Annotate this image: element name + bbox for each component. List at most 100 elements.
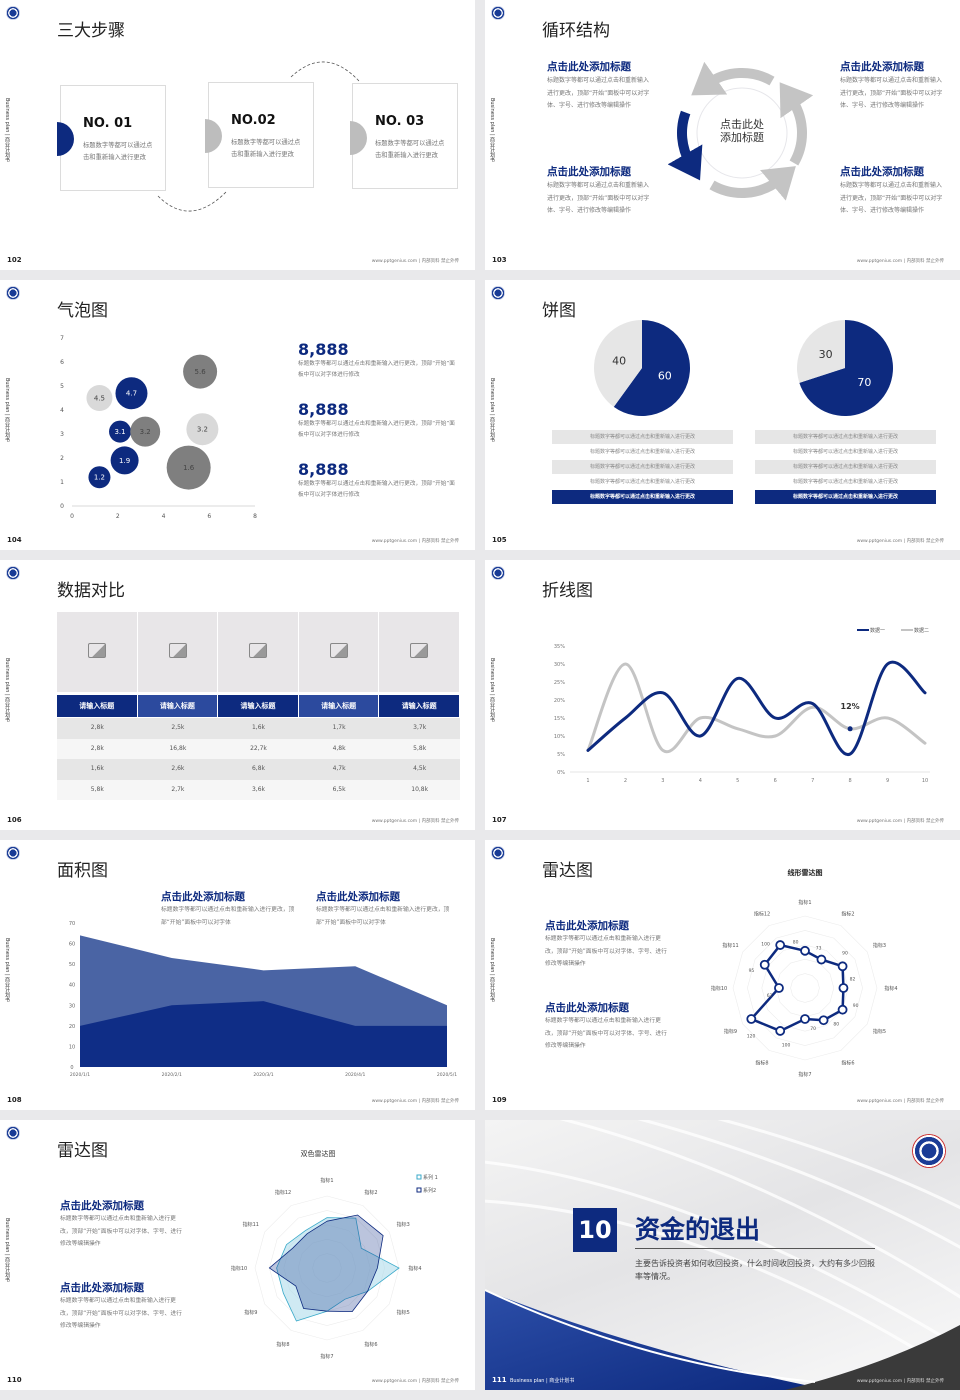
logo-icon (6, 846, 20, 860)
radar-axis-label: 指标9 (724, 1028, 737, 1035)
slide-109[interactable]: 雷达图 Business plan | 商业计划书 线形雷达图 指标1 指标2 指标3… (485, 840, 960, 1110)
item-heading: 点击此处添加标题 (547, 61, 631, 73)
slide-103[interactable]: 循环结构 Business plan | 商业计划书 点击此处 添加标题 点击此… (485, 0, 960, 270)
bubble-label: 1.2 (94, 474, 105, 482)
pie-text-row: 标题数字等都可以通过点击和重新输入进行更改 (755, 445, 936, 459)
y-tick-label: 0% (557, 770, 565, 776)
slide-108[interactable]: 面积图 Business plan | 商业计划书 0 10 20 30 40 50 60 7… (0, 840, 475, 1110)
cycle-center-circle (696, 87, 788, 179)
item-body: 标题数字等都可以通过点击和重新输入进行更改，顶部“开始”面板中可以对字体、字号、… (545, 1018, 667, 1049)
page-number: 103 (492, 256, 507, 264)
page-number: 104 (7, 536, 22, 544)
radar-item-1: 点击此处添加标题 标题数字等都可以通过点击和重新输入进行更改，顶部“开始”面板中可… (60, 1198, 182, 1251)
item-body: 标题数字等都可以通过点击和重新输入进行更改，顶部“开始”面板中可以对字体 (161, 907, 295, 926)
radar-grid-ring (790, 973, 820, 1003)
image-placeholder (218, 612, 298, 692)
logo-icon (6, 566, 20, 580)
radar-axis-label: 指标9 (244, 1309, 257, 1316)
cycle-item-2: 点击此处添加标题标题数字等都可以通过点击和重新输入进行更改，顶部“开始”面板中可… (547, 164, 653, 218)
slide-105[interactable]: 饼图 Business plan | 商业计划书 60 40 70 30 标题数字等都… (485, 280, 960, 550)
item-body: 标题数字等都可以通过点击和重新输入进行更改，顶部“开始”面板中可以对字体、字号、… (545, 936, 667, 967)
radar-axis-label: 指标6 (841, 1059, 854, 1066)
bubble (109, 420, 132, 443)
stat-2: 8,888 标题数字等都可以通过点击和重新输入进行更改，顶部“开始”面板中可以对字… (298, 400, 458, 441)
sidebar-text: Business plan | 商业计划书 (4, 378, 10, 443)
item-heading: 点击此处添加标题 (840, 61, 924, 73)
slide-107[interactable]: 折线图 Business plan | 商业计划书 0% 5% 10% 15% 20% 2… (485, 560, 960, 830)
table-row (57, 759, 460, 780)
slide-title: 气泡图 (57, 301, 108, 321)
line-chart: 0% 5% 10% 15% 20% 25% 30% 35% 1 2 3 4 5 6 7 8 9 10 12% 数据一 数… (554, 627, 930, 784)
table-cell: 5,8k (413, 744, 427, 752)
logo-icon (491, 846, 505, 860)
bubble (88, 466, 111, 489)
table-cell: 10,8k (411, 785, 429, 793)
cycle-arrow-1 (691, 61, 775, 96)
bubble-label: 4.5 (94, 395, 105, 403)
table-header-cell: 请输入标题 (298, 695, 379, 717)
pie-text-row: 标题数字等都可以通过点击和重新输入进行更改 (755, 430, 936, 444)
legend-label: 系列 1 (423, 1174, 438, 1181)
step-number: NO. 01 (83, 116, 133, 131)
radar-point (759, 959, 770, 970)
radar-axis-label: 指标11 (243, 1221, 259, 1228)
y-tick-label: 40 (69, 983, 75, 989)
y-tick-label: 0 (70, 1065, 73, 1071)
slide-104[interactable]: 气泡图 Business plan | 商业计划书 0 2 4 6 8 0 1 2 3 4 5 6 7 4… (0, 280, 475, 550)
step-card-1[interactable]: NO. 01 标题数字等都可以通过点击和重新输入进行更改 (60, 85, 166, 191)
item-heading: 点击此处添加标题 (60, 1282, 144, 1294)
image-icon (329, 643, 348, 658)
x-tick-label: 8 (253, 513, 257, 520)
x-tick-label: 4 (699, 778, 702, 784)
step-marker (350, 121, 367, 155)
item-body: 标题数字等都可以通过点击和重新输入进行更改，顶部“开始”面板中可以对字体、字号、… (60, 1298, 182, 1329)
table-row (57, 779, 460, 800)
cycle-arrow-4 (779, 82, 814, 166)
page-number: 109 (492, 1096, 507, 1104)
pie-text-row: 标题数字等都可以通过点击和重新输入进行更改 (755, 475, 936, 489)
x-tick-label: 6 (774, 778, 777, 784)
page-number: 106 (7, 816, 22, 824)
area-item-2: 点击此处添加标题 标题数字等都可以通过点击和重新输入进行更改，顶部“开始”面板中可… (316, 889, 451, 929)
table-header-cell: 请输入标题 (218, 695, 298, 717)
step-card-2[interactable]: NO.02 标题数字等都可以通过点击和重新输入进行更改 (208, 82, 314, 188)
slide-106[interactable]: 数据对比 Business plan | 商业计划书 请输入标题 请输入标题 请输入… (0, 560, 475, 830)
y-tick-label: 15% (554, 716, 565, 722)
slide-102[interactable]: 三大步骤 Business plan | 商业计划书 NO. 01 标题数字等都… (0, 0, 475, 270)
legend-swatch (416, 1174, 422, 1180)
x-tick-label: 2020/1/1 (70, 1072, 90, 1078)
page-number: 108 (7, 1096, 22, 1104)
x-tick-label: 9 (886, 778, 889, 784)
step-card-3[interactable]: NO. 03 标题数字等都可以通过点击和重新输入进行更改 (352, 83, 458, 189)
radar-point (800, 945, 810, 956)
radar-axis-label: 指标1 (798, 899, 811, 906)
bubble-label: 5.6 (195, 368, 207, 376)
image-icon (249, 643, 268, 658)
step-body: 标题数字等都可以通过点击和重新输入进行更改 (375, 140, 445, 159)
page-number: 111 (492, 1376, 507, 1384)
x-tick-label: 7 (811, 778, 814, 784)
radar-axis-label: 指标7 (320, 1353, 333, 1360)
table-cell: 2,8k (90, 744, 104, 752)
item-heading: 点击此处添加标题 (547, 166, 631, 178)
stat-value: 8,888 (298, 400, 349, 419)
item-body: 标题数字等都可以通过点击和重新输入进行更改，顶部“开始”面板中可以对字体、字号、… (60, 1216, 182, 1247)
legend-label: 数据二 (914, 627, 929, 634)
bubble (110, 446, 139, 475)
slide-title: 数据对比 (57, 581, 125, 601)
logo-icon (491, 6, 505, 20)
pie-label: 30 (819, 348, 833, 361)
pie-slice (799, 320, 893, 416)
radar-grid-ring (747, 930, 863, 1046)
footer-text: www.pptgenius.com | 内部资料 禁止外传 (371, 259, 459, 264)
y-tick-label: 10 (69, 1044, 75, 1050)
slide-110[interactable]: 雷达图 Business plan | 商业计划书 双色雷达图 指标1 指标2 指标3… (0, 1120, 475, 1390)
x-tick-label: 6 (207, 513, 211, 520)
item-body: 标题数字等都可以通过点击和重新输入进行更改，顶部“开始”面板中可以对字体、字号、… (547, 182, 650, 214)
sidebar-text: Business plan | 商业计划书 (4, 938, 10, 1003)
pie-label: 40 (612, 355, 626, 368)
bubble-label: 1.9 (119, 457, 130, 465)
radar-grid-ring (254, 1195, 400, 1341)
slide-111-section[interactable]: 10 资金的退出 主要告诉投资者如何收回投资，什么时间收回投资，大约有多少回报率… (485, 1120, 960, 1390)
slide-title: 折线图 (542, 581, 593, 601)
